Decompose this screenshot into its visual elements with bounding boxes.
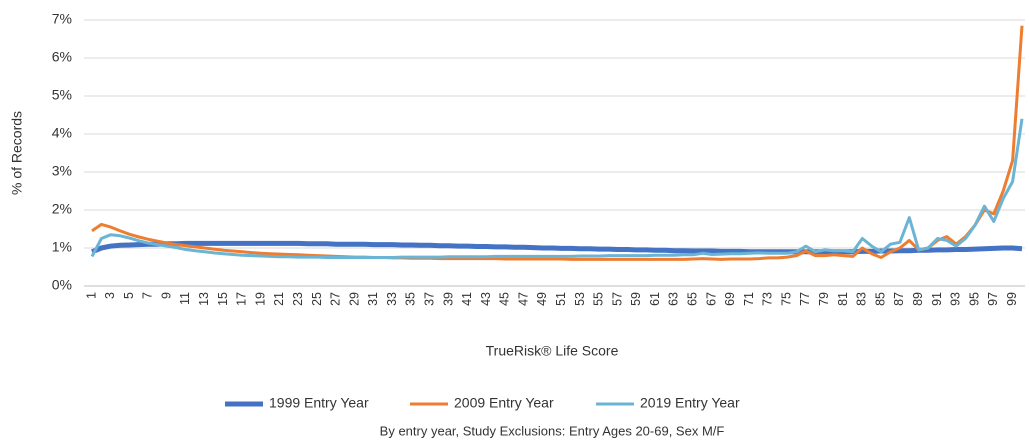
x-tick-label: 1 [84, 292, 98, 299]
y-tick-label: 0% [52, 277, 72, 293]
x-tick-label: 27 [329, 292, 343, 306]
x-tick-label: 5 [122, 292, 136, 299]
y-tick-label: 2% [52, 201, 72, 217]
legend-label: 1999 Entry Year [269, 395, 369, 411]
x-tick-label: 49 [535, 292, 549, 306]
x-tick-label: 95 [967, 292, 981, 306]
x-tick-label: 71 [742, 292, 756, 306]
x-tick-label: 17 [235, 292, 249, 306]
x-axis-title: TrueRisk® Life Score [486, 343, 619, 359]
x-tick-label: 21 [272, 292, 286, 306]
y-tick-label: 5% [52, 87, 72, 103]
x-tick-label: 7 [141, 292, 155, 299]
x-tick-label: 69 [723, 292, 737, 306]
x-tick-label: 97 [986, 292, 1000, 306]
y-tick-label: 3% [52, 163, 72, 179]
x-tick-label: 93 [949, 292, 963, 306]
x-tick-label: 79 [817, 292, 831, 306]
y-tick-label: 4% [52, 125, 72, 141]
x-tick-label: 39 [441, 292, 455, 306]
x-tick-label: 61 [648, 292, 662, 306]
x-tick-label: 73 [761, 292, 775, 306]
x-tick-label: 13 [197, 292, 211, 306]
x-tick-label: 15 [216, 292, 230, 306]
x-tick-label: 43 [479, 292, 493, 306]
x-tick-label: 67 [704, 292, 718, 306]
x-tick-label: 53 [573, 292, 587, 306]
x-tick-label: 75 [779, 292, 793, 306]
x-tick-label: 81 [836, 292, 850, 306]
x-tick-label: 91 [930, 292, 944, 306]
x-tick-label: 23 [291, 292, 305, 306]
x-tick-label: 29 [347, 292, 361, 306]
x-tick-label: 37 [422, 292, 436, 306]
y-tick-label: 1% [52, 239, 72, 255]
x-tick-label: 63 [667, 292, 681, 306]
x-tick-label: 59 [629, 292, 643, 306]
x-tick-label: 33 [385, 292, 399, 306]
x-tick-label: 83 [855, 292, 869, 306]
x-tick-label: 9 [159, 292, 173, 299]
x-tick-label: 57 [610, 292, 624, 306]
x-tick-label: 11 [178, 292, 192, 305]
x-tick-label: 31 [366, 292, 380, 306]
x-tick-label: 89 [911, 292, 925, 306]
x-tick-label: 19 [253, 292, 267, 306]
x-tick-label: 77 [798, 292, 812, 306]
x-tick-label: 3 [103, 292, 117, 299]
x-tick-label: 35 [404, 292, 418, 306]
series-line [91, 25, 1024, 261]
x-tick-label: 87 [892, 292, 906, 306]
x-tick-label: 41 [460, 292, 474, 306]
x-tick-label: 65 [686, 292, 700, 306]
series-line [90, 118, 1024, 259]
y-axis-title: % of Records [9, 111, 25, 195]
x-tick-label: 85 [873, 292, 887, 306]
legend-label: 2009 Entry Year [454, 395, 554, 411]
y-tick-label: 7% [52, 11, 72, 27]
y-tick-label: 6% [52, 49, 72, 65]
legend-label: 2019 Entry Year [640, 395, 740, 411]
x-tick-label: 51 [554, 292, 568, 306]
x-tick-label: 99 [1005, 292, 1019, 306]
x-tick-label: 25 [310, 292, 324, 306]
subtitle: By entry year, Study Exclusions: Entry A… [380, 423, 725, 438]
x-tick-label: 55 [592, 292, 606, 306]
x-tick-label: 47 [516, 292, 530, 306]
x-tick-label: 45 [498, 292, 512, 306]
